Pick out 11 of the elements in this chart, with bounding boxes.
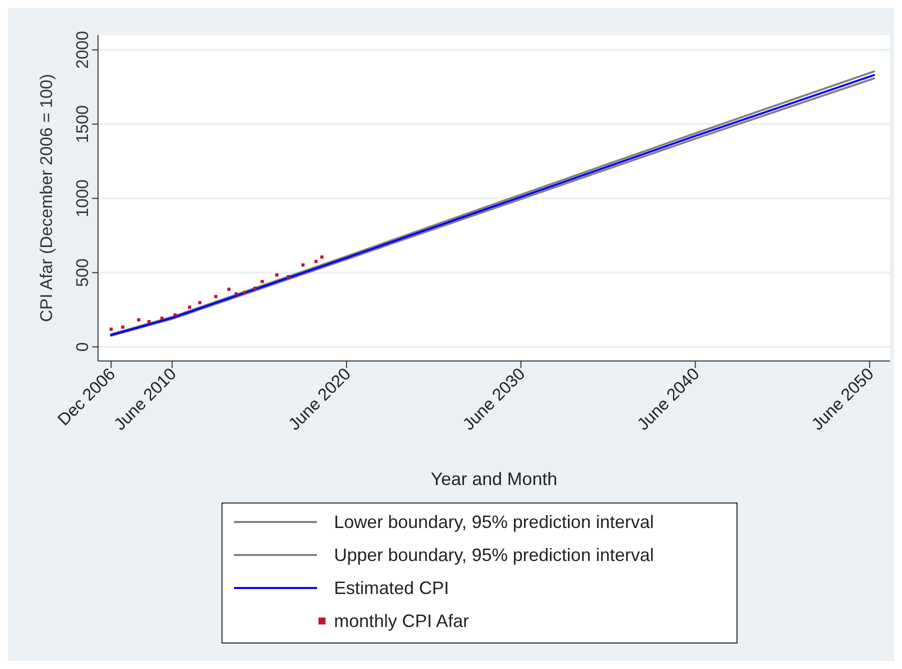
legend-label: Lower boundary, 95% prediction interval [334,512,654,532]
y-axis-title: CPI Afar (December 2006 = 100) [37,74,56,322]
legend-label: monthly CPI Afar [334,611,470,631]
y-tick-label: 1000 [73,179,92,218]
legend-label: Estimated CPI [334,578,450,598]
y-tick-label: 0 [73,342,92,352]
y-tick-label: 1500 [73,105,92,144]
y-tick-label: 2000 [73,30,92,69]
legend-label: Upper boundary, 95% prediction interval [334,545,654,565]
y-tick-label: 500 [73,258,92,287]
x-axis-title: Year and Month [430,469,558,489]
